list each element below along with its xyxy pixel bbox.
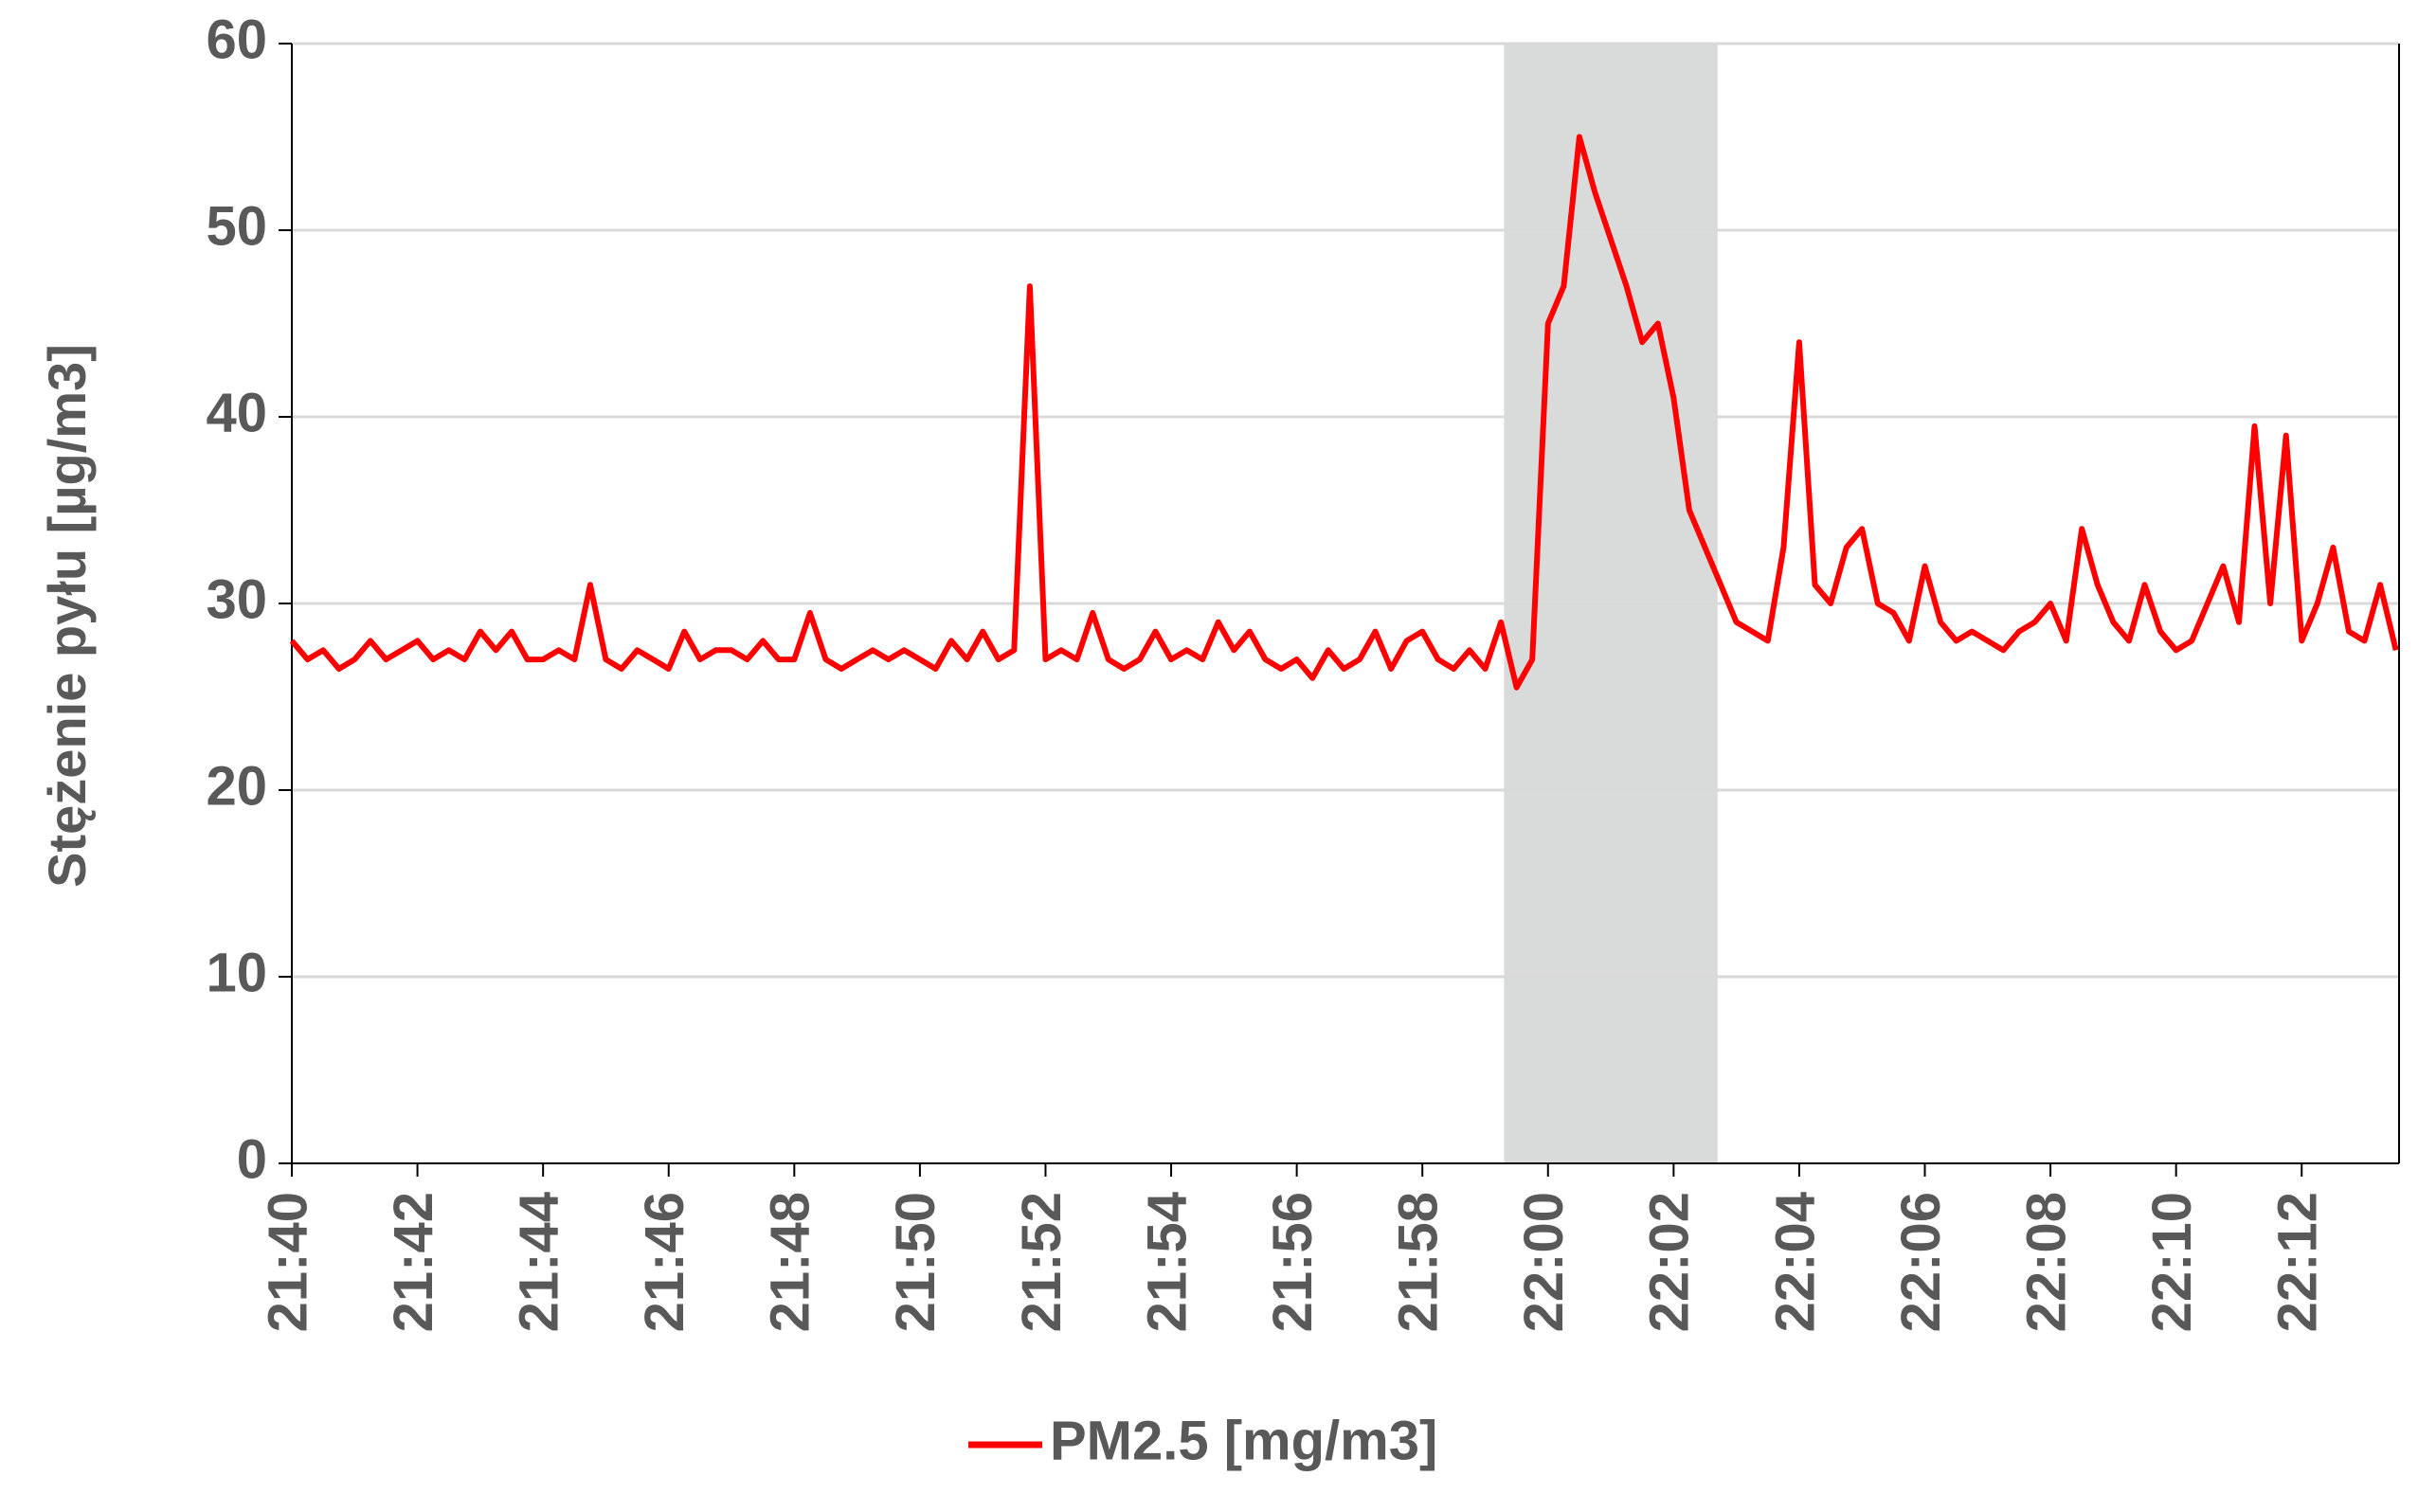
x-tick-label: 21:56: [1262, 1192, 1324, 1332]
y-tick-label: 30: [206, 568, 267, 630]
x-tick-label: 21:44: [508, 1192, 569, 1332]
x-tick-label: 21:54: [1136, 1192, 1198, 1332]
x-tick-label: 22:12: [2267, 1192, 2329, 1332]
x-tick-label: 22:06: [1890, 1192, 1952, 1332]
legend-label: PM2.5 [mg/m3]: [1050, 1410, 1437, 1471]
x-tick-label: 21:58: [1388, 1192, 1450, 1332]
data-line: [289, 134, 2399, 691]
y-tick-label: 50: [206, 195, 267, 257]
x-tick-label: 21:52: [1011, 1192, 1073, 1332]
x-tick-label: 21:42: [383, 1192, 444, 1332]
x-tick-label: 22:10: [2141, 1192, 2203, 1332]
x-tick-label: 21:40: [257, 1192, 318, 1332]
y-tick-label: 10: [206, 942, 267, 1003]
x-tick-label: 22:08: [2015, 1192, 2077, 1332]
y-tick-label: 0: [237, 1128, 267, 1190]
x-tick-label: 21:46: [634, 1192, 695, 1332]
y-tick-label: 20: [206, 755, 267, 817]
x-tick-label: 21:48: [760, 1192, 821, 1332]
x-tick-label: 22:00: [1513, 1192, 1575, 1332]
x-tick-label: 21:50: [885, 1192, 947, 1332]
x-tick-label: 22:02: [1639, 1192, 1701, 1332]
y-tick-label: 60: [206, 9, 267, 70]
y-axis-title: Stężenie pyłu [µg/m3]: [37, 344, 97, 888]
y-tick-label: 40: [206, 382, 267, 443]
x-tick-label: 22:04: [1764, 1192, 1826, 1332]
